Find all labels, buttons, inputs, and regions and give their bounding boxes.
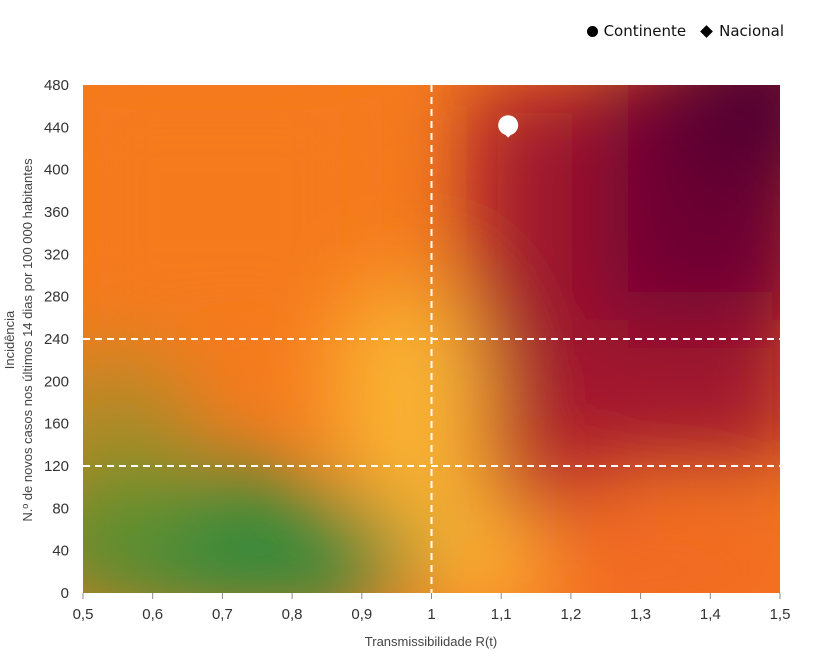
y-axis-title-line2: N.º de novos casos nos últimos 14 dias p… (20, 158, 35, 522)
x-tick-label: 1,5 (770, 606, 791, 623)
y-tick-label: 440 (44, 119, 69, 136)
y-tick-label: 360 (44, 204, 69, 221)
data-markers (498, 115, 519, 138)
heatmap-blobs (83, 85, 780, 593)
x-axis-ticks: 0,5 0,6 0,7 0,8 0,9 1 1,1 1,2 1,3 1,4 1,5 (73, 593, 791, 623)
y-tick-label: 240 (44, 331, 69, 348)
circle-icon (586, 25, 598, 37)
y-tick-label: 120 (44, 458, 69, 475)
legend-item-continente: Continente (586, 22, 687, 40)
heatmap-background (83, 85, 780, 593)
x-tick-label: 1 (427, 606, 435, 623)
reference-lines (83, 85, 780, 593)
y-tick-label: 40 (52, 543, 69, 560)
marker-nacional (502, 125, 515, 138)
x-tick-label: 0,7 (212, 606, 233, 623)
legend: Continente Nacional (586, 22, 784, 40)
y-tick-label: 280 (44, 289, 69, 306)
y-tick-label: 80 (52, 500, 69, 517)
y-tick-label: 320 (44, 246, 69, 263)
legend-label-continente: Continente (603, 22, 687, 40)
x-tick-label: 1,4 (700, 606, 721, 623)
x-tick-label: 1,3 (630, 606, 651, 623)
x-tick-label: 0,6 (142, 606, 163, 623)
y-tick-label: 160 (44, 416, 69, 433)
legend-item-nacional: Nacional (700, 22, 784, 40)
x-axis-title: Transmissibilidade R(t) (365, 634, 497, 649)
x-tick-label: 1,2 (560, 606, 581, 623)
y-tick-label: 0 (61, 585, 69, 602)
x-tick-label: 0,9 (351, 606, 372, 623)
marker-continente (498, 115, 519, 136)
y-axis-ticks: 0 40 80 120 160 200 240 280 320 360 400 440 480 (44, 77, 69, 602)
legend-label-nacional: Nacional (719, 22, 784, 40)
x-tick-label: 0,5 (73, 606, 94, 623)
y-tick-label: 480 (44, 77, 69, 94)
x-tick-label: 1,1 (491, 606, 512, 623)
x-tick-label: 0,8 (282, 606, 303, 623)
y-tick-label: 200 (44, 373, 69, 390)
y-tick-label: 400 (44, 162, 69, 179)
y-axis-title-line1: Incidência (2, 310, 17, 369)
